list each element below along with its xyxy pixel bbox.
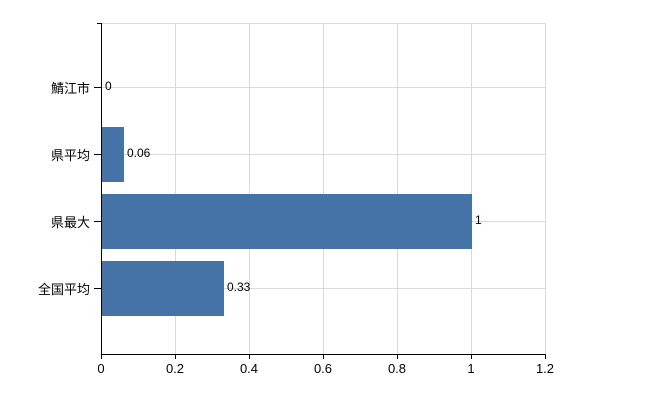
bar-value-label: 1 [475,213,482,227]
x-axis-tick [249,355,250,359]
x-tick-label: 0.2 [165,361,185,376]
y-axis-tick [94,288,101,289]
x-axis-tick [545,355,546,359]
y-axis-tick [94,154,101,155]
bar [102,194,472,249]
x-tick-label: 0.4 [239,361,259,376]
bar-value-label: 0 [105,79,112,93]
x-axis-tick [471,355,472,359]
x-gridline [471,23,472,354]
x-gridline [545,23,546,354]
x-axis-tick [101,355,102,359]
category-label: 県最大 [50,215,90,230]
x-tick-label: 0.6 [313,361,333,376]
category-label: 鯖江市 [50,81,90,96]
x-axis-tick [323,355,324,359]
x-tick-label: 0 [97,361,105,376]
bar-value-label: 0.33 [227,280,251,294]
y-axis-top-cap-tick [97,23,101,24]
bar-value-label: 0.06 [127,146,151,160]
y-axis-line [101,23,102,355]
x-tick-label: 1.2 [535,361,555,376]
x-axis-tick [397,355,398,359]
category-label: 全国平均 [37,282,90,297]
bar [102,261,224,316]
x-tick-label: 0.8 [387,361,407,376]
bar [102,127,124,182]
category-label: 県平均 [50,148,90,163]
x-tick-label: 1 [467,361,475,376]
x-axis-line [101,354,546,355]
x-gridline [175,23,176,354]
x-gridline [397,23,398,354]
x-gridline [249,23,250,354]
y-axis-tick [94,221,101,222]
y-axis-tick [94,87,101,88]
y-gridline [102,154,545,155]
x-gridline [323,23,324,354]
y-gridline [102,87,545,88]
x-axis-tick [175,355,176,359]
y-gridline [102,288,545,289]
